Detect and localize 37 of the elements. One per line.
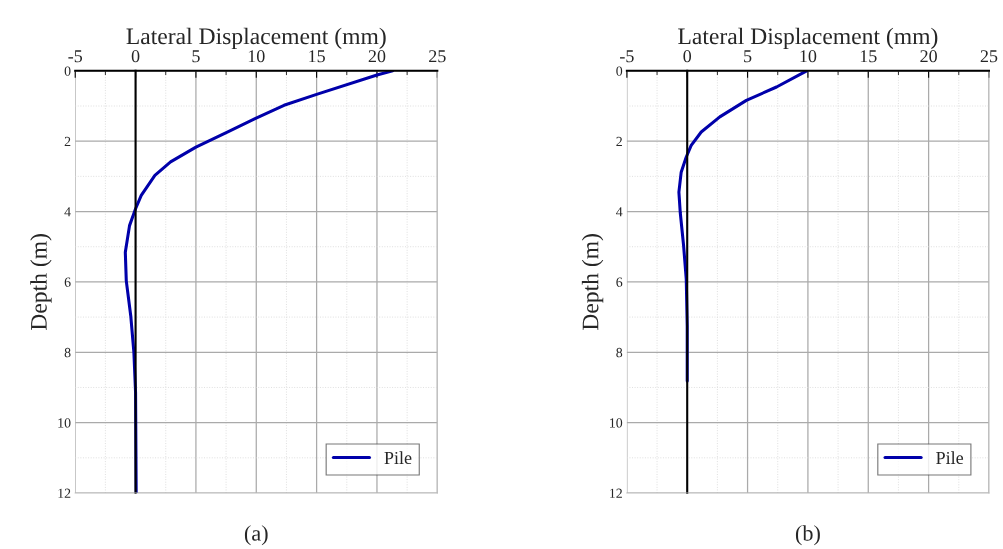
y-axis-title: Depth (m) — [581, 234, 604, 331]
x-tick-label: -5 — [68, 50, 83, 63]
y-tick-label: 4 — [616, 207, 623, 217]
legend-label: Pile — [936, 451, 964, 465]
x-tick-label: 10 — [800, 50, 817, 63]
x-tick-label: -5 — [620, 50, 634, 63]
y-tick-label: 10 — [610, 418, 623, 428]
y-axis-title: Depth (m) — [30, 234, 52, 331]
y-tick-label: 8 — [64, 347, 71, 358]
text: (a) — [244, 525, 268, 546]
legend-label: Pile — [384, 451, 412, 465]
x-tick-label: 15 — [860, 50, 877, 63]
x-tick-label: 5 — [744, 50, 752, 63]
y-tick-label: 12 — [58, 488, 71, 498]
y-tick-label: 2 — [616, 136, 622, 146]
x-tick-label: 20 — [920, 50, 937, 63]
x-tick-label: 15 — [309, 50, 325, 63]
y-tick-label: 4 — [64, 207, 71, 217]
y-tick-label: 6 — [616, 277, 623, 287]
y-tick-label: 12 — [610, 488, 622, 498]
x-tick-label: 10 — [248, 50, 265, 63]
y-tick-label: 10 — [58, 418, 71, 428]
y-tick-label: 8 — [616, 347, 623, 358]
text: (b) — [795, 525, 820, 546]
x-tick-label: 25 — [980, 50, 998, 63]
x-axis-title: Lateral Displacement (mm) — [126, 27, 386, 50]
line-series — [677, 70, 809, 383]
x-tick-label: 5 — [192, 50, 200, 63]
x-axis-title: Lateral Displacement (mm) — [678, 27, 938, 50]
y-tick-label: 0 — [64, 66, 71, 76]
y-tick-label: 6 — [64, 277, 71, 287]
x-tick-label: 0 — [683, 50, 692, 63]
x-tick-label: 25 — [429, 50, 446, 63]
x-tick-label: 20 — [368, 50, 386, 63]
y-tick-label: 0 — [616, 66, 623, 76]
x-tick-label: 0 — [131, 50, 140, 63]
y-tick-label: 2 — [64, 136, 71, 146]
